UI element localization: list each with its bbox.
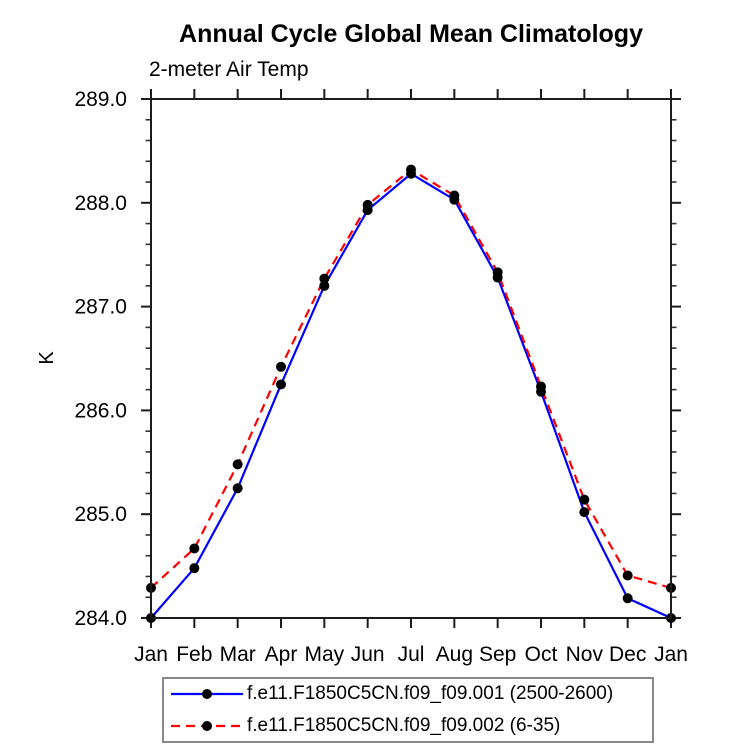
legend-row-series1: f.e11.F1850C5CN.f09_f09.001 (2500-2600) [167, 681, 652, 707]
data-point-series-2 [276, 361, 286, 372]
data-point-series-2 [362, 199, 373, 210]
chart-title: Annual Cycle Global Mean Climatology [179, 20, 643, 48]
data-point-series-2 [536, 381, 546, 392]
x-tick-label: Jan [654, 643, 688, 666]
chart-subtitle: 2-meter Air Temp [149, 58, 309, 81]
data-point-series-1 [189, 563, 200, 574]
x-tick-label: Oct [525, 643, 558, 666]
y-tick-label: 284.0 [74, 607, 127, 630]
legend-label-series1: f.e11.F1850C5CN.f09_f09.001 (2500-2600) [247, 683, 614, 704]
y-tick-label: 288.0 [74, 192, 127, 215]
x-tick-label: Dec [609, 643, 646, 666]
x-tick-label: Jan [134, 643, 168, 666]
x-tick-label: Mar [220, 643, 256, 666]
x-tick-label: Sep [479, 643, 516, 666]
legend-marker-icon [202, 721, 212, 731]
data-point-series-1 [276, 379, 286, 390]
y-axis-title: K [36, 351, 58, 365]
x-tick-label: Jun [351, 643, 385, 666]
axis-labels: Jan Feb Mar Apr May Jun Jul Aug Sep Oct Nov Dec Jan 2… [74, 88, 687, 666]
data-point-series-2 [232, 459, 243, 470]
data-point-series-1 [319, 280, 330, 291]
data-point-series-2 [319, 273, 330, 284]
x-tick-label: Aug [436, 643, 473, 666]
y-tick-label: 287.0 [74, 296, 127, 319]
legend-marker-icon [202, 689, 212, 699]
data-point-series-1 [232, 483, 243, 494]
series-line-1 [150, 172, 672, 620]
data-series [146, 164, 676, 623]
data-point-series-2 [492, 267, 503, 278]
data-point-series-2 [622, 570, 633, 581]
x-tick-label: May [304, 643, 344, 666]
y-tick-label: 286.0 [74, 399, 127, 422]
y-tick-label: 285.0 [74, 503, 127, 526]
data-point-series-2 [579, 494, 590, 505]
legend-line-sample-dashed [171, 721, 243, 731]
y-tick-label: 289.0 [74, 88, 127, 111]
data-point-series-2 [449, 190, 460, 201]
x-tick-label: Nov [566, 643, 604, 666]
series-line-2 [150, 168, 672, 589]
plot-frame [150, 98, 672, 619]
legend-row-series2: f.e11.F1850C5CN.f09_f09.002 (6-35) [167, 713, 652, 739]
data-point-series-2 [189, 543, 200, 554]
x-tick-label: Jul [398, 643, 425, 666]
data-point-series-2 [406, 164, 416, 175]
x-tick-label: Apr [265, 643, 298, 666]
legend: f.e11.F1850C5CN.f09_f09.001 (2500-2600) … [162, 677, 654, 743]
legend-label-series2: f.e11.F1850C5CN.f09_f09.002 (6-35) [247, 715, 561, 736]
data-point-series-1 [622, 593, 633, 604]
x-tick-label: Feb [176, 643, 212, 666]
legend-line-sample-solid [171, 689, 243, 699]
data-point-series-1 [579, 507, 590, 518]
